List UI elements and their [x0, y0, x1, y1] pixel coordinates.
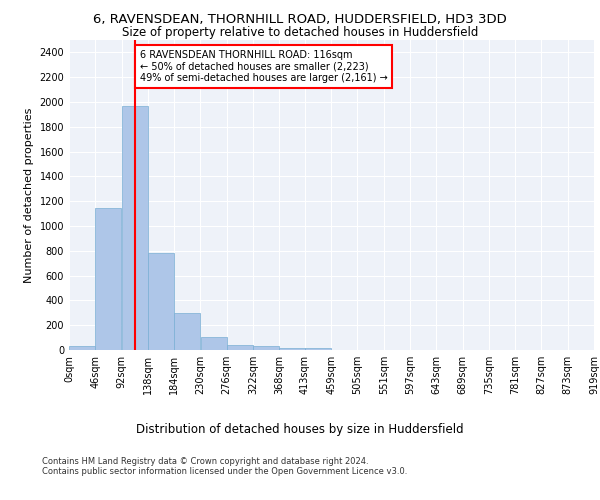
Bar — [253, 346, 279, 350]
Bar — [148, 254, 174, 350]
Bar — [280, 348, 305, 350]
Text: Contains HM Land Registry data © Crown copyright and database right 2024.: Contains HM Land Registry data © Crown c… — [42, 458, 368, 466]
Bar — [305, 348, 331, 350]
Text: Size of property relative to detached houses in Huddersfield: Size of property relative to detached ho… — [122, 26, 478, 39]
Text: Distribution of detached houses by size in Huddersfield: Distribution of detached houses by size … — [136, 422, 464, 436]
Text: Contains public sector information licensed under the Open Government Licence v3: Contains public sector information licen… — [42, 468, 407, 476]
Y-axis label: Number of detached properties: Number of detached properties — [24, 108, 34, 282]
Bar — [69, 346, 95, 350]
Bar — [95, 208, 121, 350]
Bar — [200, 337, 227, 350]
Text: 6, RAVENSDEAN, THORNHILL ROAD, HUDDERSFIELD, HD3 3DD: 6, RAVENSDEAN, THORNHILL ROAD, HUDDERSFI… — [93, 12, 507, 26]
Bar — [122, 106, 148, 350]
Bar — [227, 345, 253, 350]
Bar — [174, 313, 200, 350]
Text: 6 RAVENSDEAN THORNHILL ROAD: 116sqm
← 50% of detached houses are smaller (2,223): 6 RAVENSDEAN THORNHILL ROAD: 116sqm ← 50… — [140, 50, 388, 83]
